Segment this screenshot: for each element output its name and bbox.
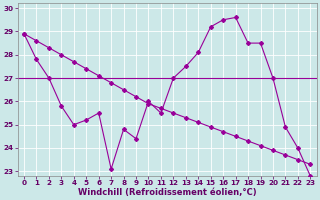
X-axis label: Windchill (Refroidissement éolien,°C): Windchill (Refroidissement éolien,°C) xyxy=(78,188,256,197)
